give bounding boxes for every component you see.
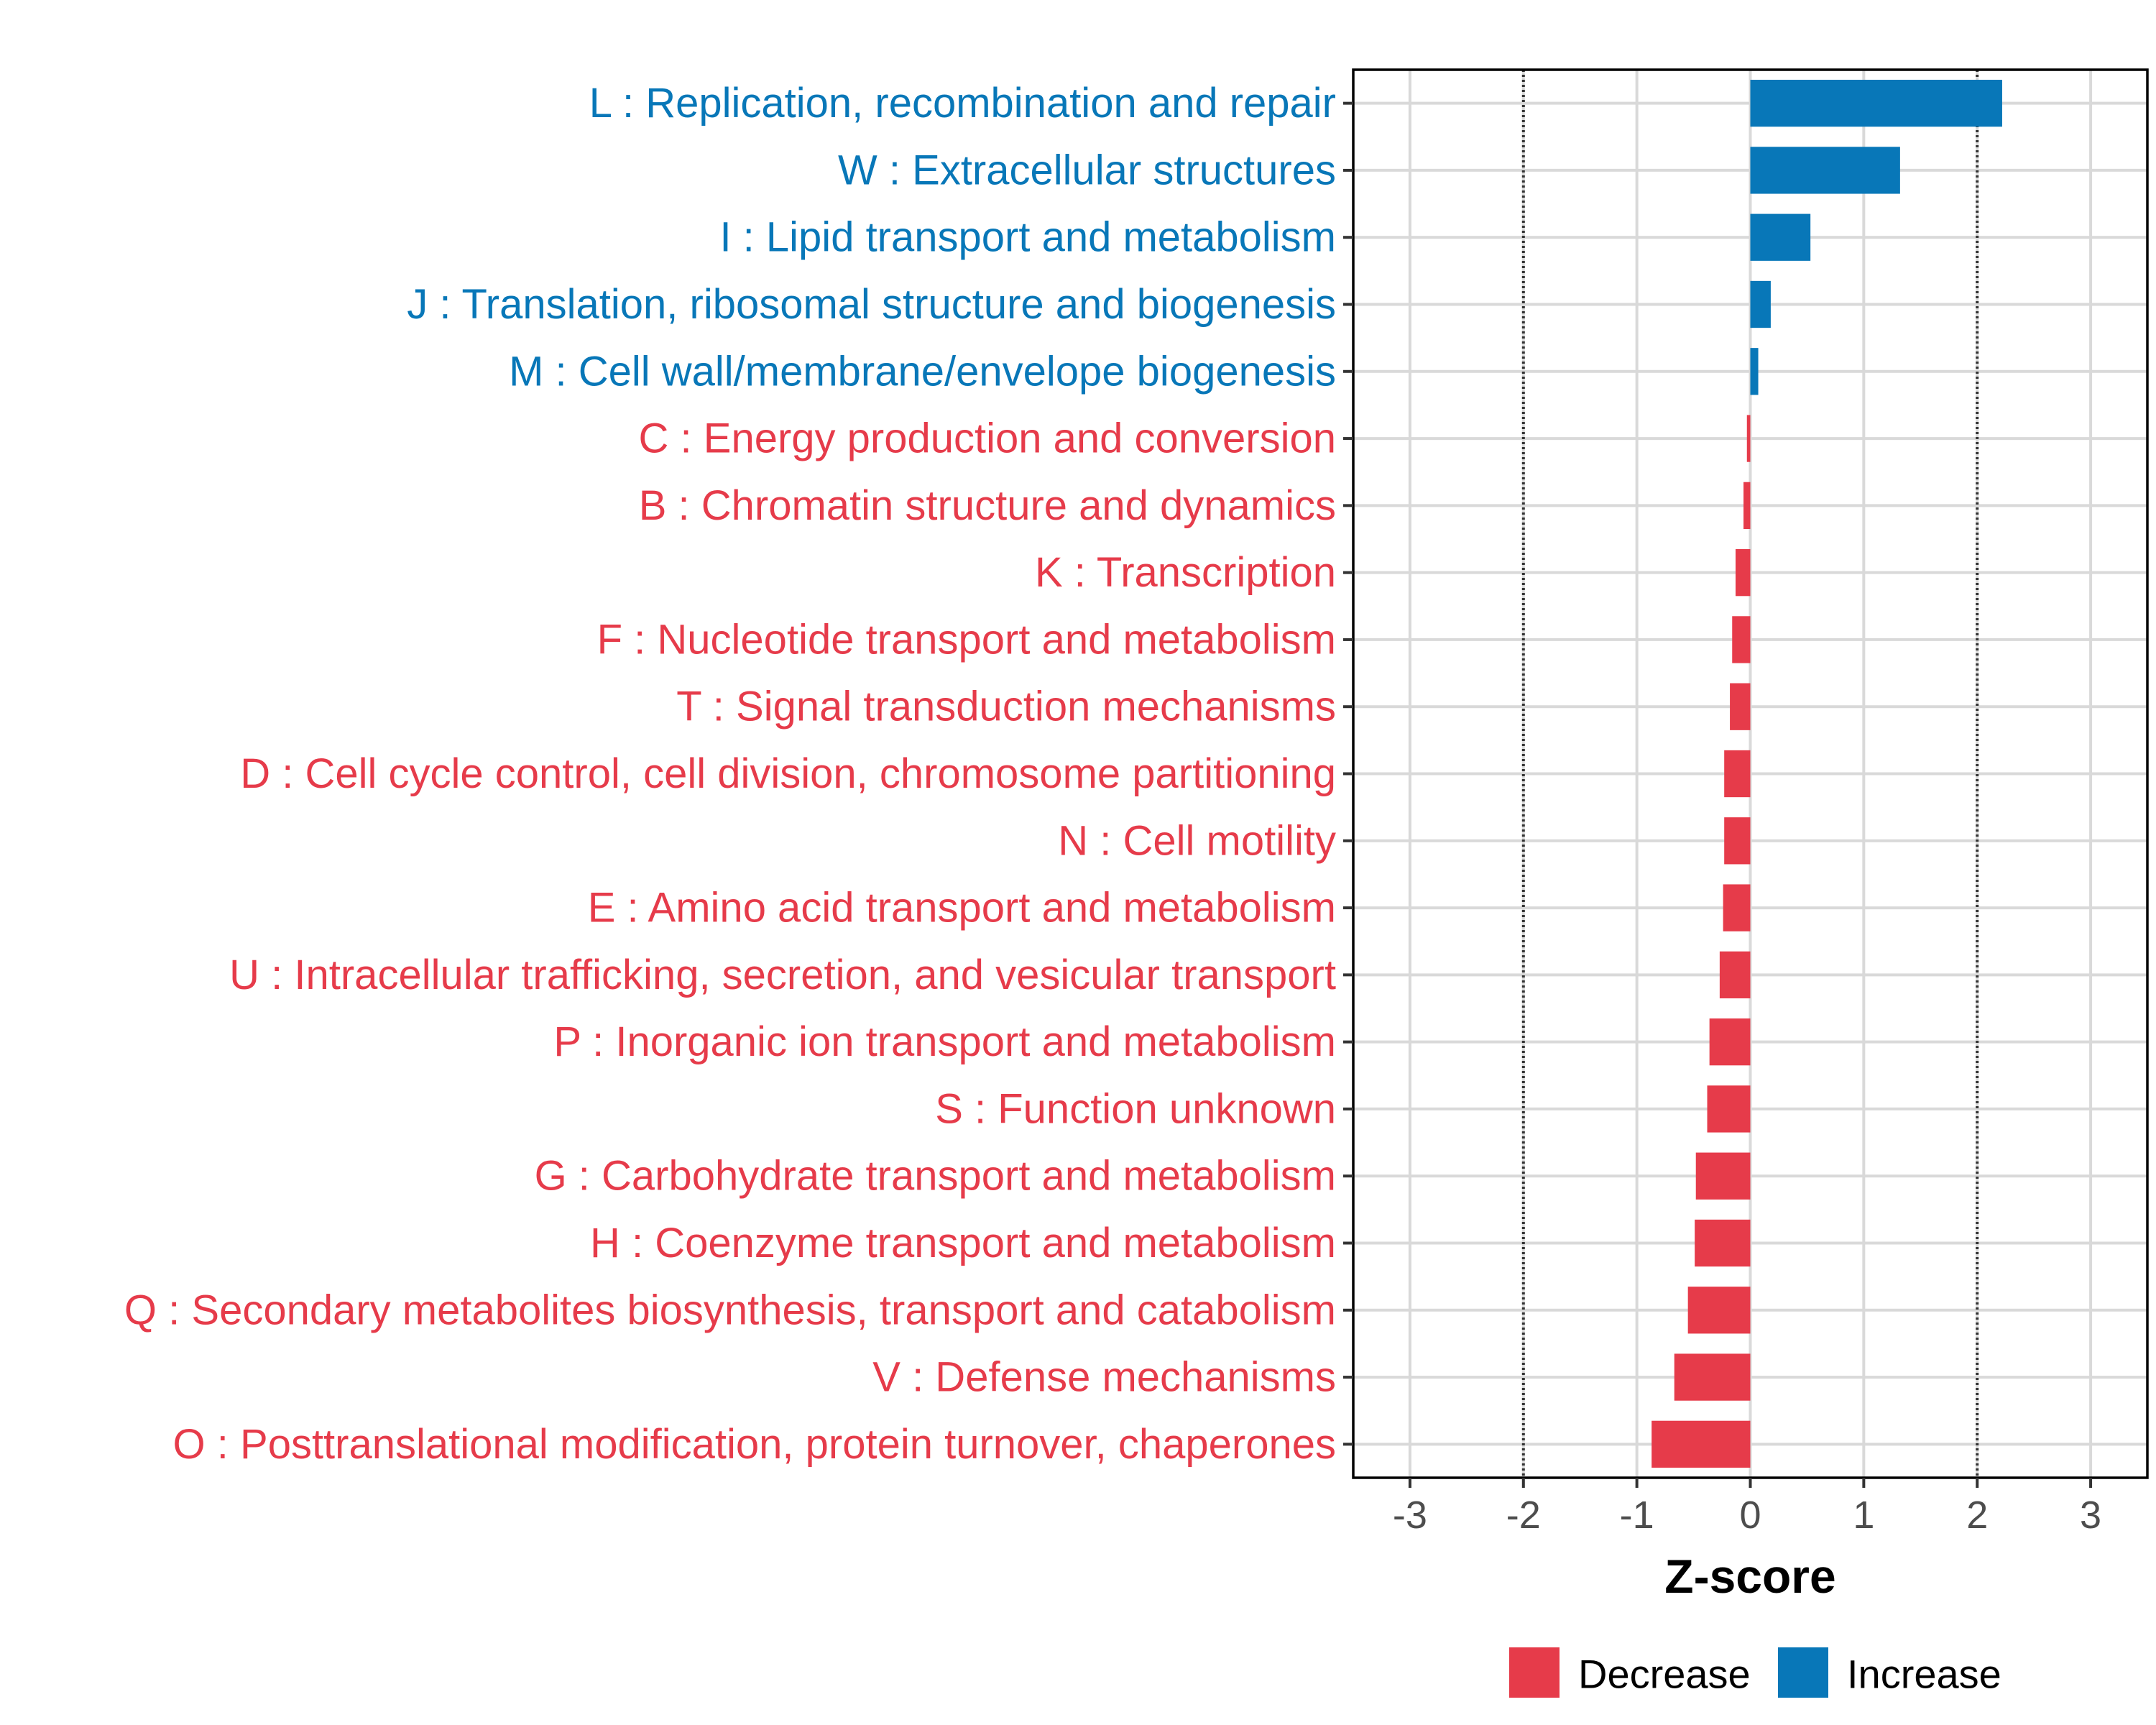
- category-label: U : Intracellular trafficking, secretion…: [229, 952, 1336, 998]
- legend-key: [1778, 1647, 1828, 1698]
- bar: [1750, 79, 2002, 127]
- bar: [1724, 750, 1751, 798]
- bar: [1719, 951, 1751, 999]
- legend-key: [1509, 1647, 1560, 1698]
- category-label: P : Inorganic ion transport and metaboli…: [553, 1018, 1336, 1065]
- legend-label: Decrease: [1578, 1652, 1751, 1697]
- category-label: M : Cell wall/membrane/envelope biogenes…: [509, 348, 1336, 395]
- category-label: O : Posttranslational modification, prot…: [173, 1421, 1336, 1468]
- bar: [1687, 1287, 1751, 1334]
- bar: [1709, 1018, 1751, 1066]
- bar: [1746, 415, 1751, 462]
- category-label: E : Amino acid transport and metabolism: [588, 885, 1336, 932]
- category-label: D : Cell cycle control, cell division, c…: [240, 750, 1336, 797]
- x-tick-label: 3: [2080, 1494, 2101, 1537]
- category-label: Q : Secondary metabolites biosynthesis, …: [124, 1287, 1336, 1333]
- x-tick-label: 0: [1739, 1494, 1761, 1537]
- x-tick-label: 2: [1966, 1494, 1988, 1537]
- x-axis-title: Z-score: [1664, 1550, 1835, 1603]
- category-label: L : Replication, recombination and repai…: [589, 80, 1336, 126]
- category-label: S : Function unknown: [935, 1085, 1336, 1132]
- bar: [1750, 280, 1771, 328]
- bar: [1723, 884, 1751, 932]
- category-label: F : Nucleotide transport and metabolism: [597, 616, 1336, 663]
- bar: [1707, 1085, 1751, 1133]
- bar: [1750, 348, 1759, 395]
- bar: [1674, 1353, 1751, 1401]
- bar: [1743, 482, 1751, 530]
- category-labels: L : Replication, recombination and repai…: [124, 80, 1336, 1468]
- x-ticks: -3 -2 -1 0 1 2 3: [1393, 1478, 2101, 1537]
- reference-lines: [1521, 70, 1979, 1478]
- x-tick-label: -1: [1620, 1494, 1654, 1537]
- bar: [1750, 213, 1811, 261]
- category-label: J : Translation, ribosomal structure and…: [407, 281, 1336, 328]
- bar: [1730, 683, 1751, 730]
- bar: [1695, 1219, 1751, 1267]
- category-label: H : Coenzyme transport and metabolism: [590, 1220, 1336, 1266]
- bar: [1651, 1420, 1751, 1468]
- bar: [1695, 1152, 1751, 1200]
- bar: [1735, 548, 1751, 597]
- bar: [1732, 616, 1751, 663]
- category-label: K : Transcription: [1035, 549, 1336, 596]
- x-tick-label: 1: [1853, 1494, 1874, 1537]
- y-ticks: [1343, 101, 1353, 1446]
- category-label: N : Cell motility: [1058, 817, 1336, 864]
- category-label: W : Extracellular structures: [838, 147, 1336, 193]
- category-label: V : Defense mechanisms: [872, 1354, 1336, 1401]
- x-tick-label: -3: [1393, 1494, 1427, 1537]
- category-label: G : Carbohydrate transport and metabolis…: [535, 1153, 1336, 1200]
- x-tick-label: -2: [1506, 1494, 1541, 1537]
- legend-label: Increase: [1847, 1652, 2001, 1697]
- bar: [1724, 817, 1751, 865]
- category-label: T : Signal transduction mechanisms: [676, 684, 1336, 730]
- bars: [1651, 79, 2002, 1468]
- category-label: B : Chromatin structure and dynamics: [639, 482, 1336, 529]
- category-label: C : Energy production and conversion: [639, 415, 1336, 462]
- bar: [1750, 147, 1900, 194]
- category-label: I : Lipid transport and metabolism: [719, 214, 1336, 261]
- legend: Decrease Increase: [1509, 1647, 2001, 1698]
